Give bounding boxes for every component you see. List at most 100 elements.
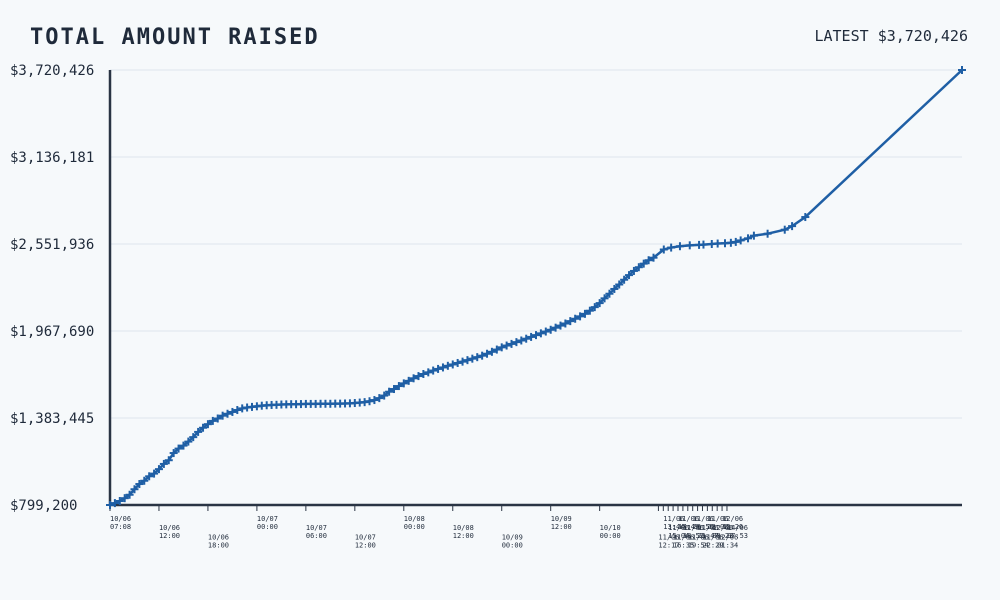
data-point [125,490,134,499]
x-tick-label: 07:53 [727,532,748,540]
data-point [497,343,506,352]
data-point [532,331,540,340]
data-point [487,347,496,356]
data-point [675,242,684,251]
x-tick-label: 10/06 [159,524,180,532]
data-point [483,349,492,358]
data-point [199,423,208,432]
y-tick-label: $799,200 [10,498,77,514]
data-point [644,256,653,265]
x-tick-label: 22:29 [702,541,723,549]
data-point [527,332,536,341]
data-point [649,253,658,262]
data-point [801,213,810,222]
latest-value: $3,720,426 [878,27,968,45]
data-point [699,240,708,249]
x-tick-label: 11/06 [678,515,699,523]
x-tick-label: 16:35 [673,541,694,549]
data-point [443,361,452,370]
data-point [110,499,119,508]
data-point [145,472,154,481]
data-point [600,294,609,303]
x-tick-label: 12/06 [722,515,743,523]
data-point [174,444,183,453]
data-point [419,369,428,378]
data-point [414,372,423,381]
x-tick-label: 20:56 [693,523,714,531]
data-point [189,433,198,442]
data-point [448,360,457,369]
series-line [109,69,963,507]
data-point [159,459,168,468]
data-point [429,366,438,375]
x-tick-label: 11/06 [673,533,694,541]
x-tick-label: 11/06 [698,524,719,532]
data-point [585,306,594,315]
data-point [713,239,722,248]
x-tick-label: 12/06 [712,524,733,532]
data-point [522,334,531,343]
x-tick-label: 07:08 [110,523,131,531]
data-point [203,420,212,429]
x-tick-label: 01:34 [717,541,738,549]
data-point [115,497,124,506]
data-point [463,356,472,365]
data-point [194,427,203,436]
data-point [561,319,570,328]
data-point [106,501,114,509]
data-point [639,259,648,268]
x-tick-label: 12:00 [453,532,474,540]
data-point [634,263,643,272]
data-point [399,379,408,388]
data-point [556,321,565,330]
data-point [512,338,521,347]
x-tick-label: 00:23 [712,532,733,540]
data-point [473,353,482,362]
data-point [424,368,433,377]
x-tick-label: 00:00 [502,541,523,549]
data-point [541,327,550,336]
data-point [629,266,638,275]
data-point [179,441,188,450]
data-point [154,465,163,474]
x-tick-label: 21:47 [698,532,719,540]
data-point [233,406,242,415]
data-point [576,312,585,321]
data-point [571,314,580,323]
data-point [394,382,403,391]
x-tick-label: 11/06 [663,515,684,523]
data-point [507,339,516,348]
x-tick-label: 00:00 [404,523,425,531]
x-tick-label: 19:54 [688,541,709,549]
data-point [685,241,694,250]
y-tick-label: $3,720,426 [10,63,94,79]
data-point [536,329,545,338]
x-tick-label: 17:49 [678,523,699,531]
data-point [458,357,467,366]
data-point [590,303,599,312]
x-tick-label: 11/06 [693,515,714,523]
x-tick-label: 12:00 [159,532,180,540]
data-point [135,480,144,489]
x-tick-label: 10/09 [551,515,572,523]
data-point [492,345,501,354]
latest-label: LATEST [814,27,868,45]
data-point [736,236,745,245]
x-tick-label: 14/06 [727,524,748,532]
x-tick-label: 15:04 [668,532,689,540]
data-point [744,234,753,243]
x-tick-label: 13:44 [663,523,684,531]
data-point [478,351,487,360]
data-point [404,376,413,385]
data-point [169,449,178,458]
data-point [434,364,443,373]
x-tick-label: 11/06 [668,524,689,532]
x-tick-label: 10/08 [453,524,474,532]
data-point [370,396,379,405]
data-point [208,416,217,425]
x-tick-label: 11/06 [658,533,679,541]
data-point [409,374,418,383]
x-tick-label: 10/06 [208,533,229,541]
